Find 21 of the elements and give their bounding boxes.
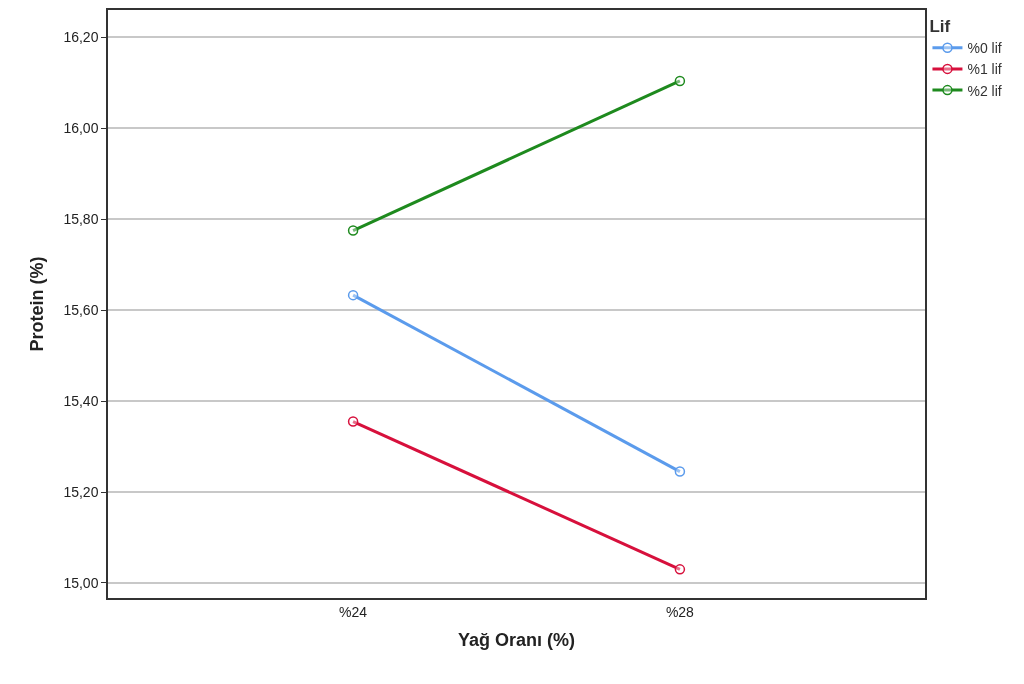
point <box>674 564 686 575</box>
y-tick-label: 15,00 <box>63 574 99 591</box>
y-tick-label: 15,60 <box>63 302 99 319</box>
y-tick-label: 15,20 <box>63 483 99 500</box>
x-axis-title: Yağ Oranı (%) <box>457 630 576 651</box>
point <box>674 75 686 87</box>
y-tick-label: 15,80 <box>63 211 99 228</box>
point <box>347 225 359 236</box>
legend-label: %2 lif <box>967 82 1002 99</box>
point <box>674 466 686 477</box>
y-tick-label: 15,40 <box>63 392 99 409</box>
legend-label: %0 lif <box>967 40 1002 57</box>
legend-label: %1 lif <box>967 61 1002 78</box>
x-tick-label: %24 <box>339 603 368 620</box>
y-tick-label: 16,20 <box>63 29 99 46</box>
point <box>347 289 359 301</box>
y-axis-title: Protein (%) <box>27 256 48 352</box>
point <box>347 416 359 427</box>
x-tick-label: %28 <box>665 603 695 620</box>
legend-title: Lif <box>929 17 951 37</box>
y-tick-label: 16,00 <box>63 120 99 137</box>
